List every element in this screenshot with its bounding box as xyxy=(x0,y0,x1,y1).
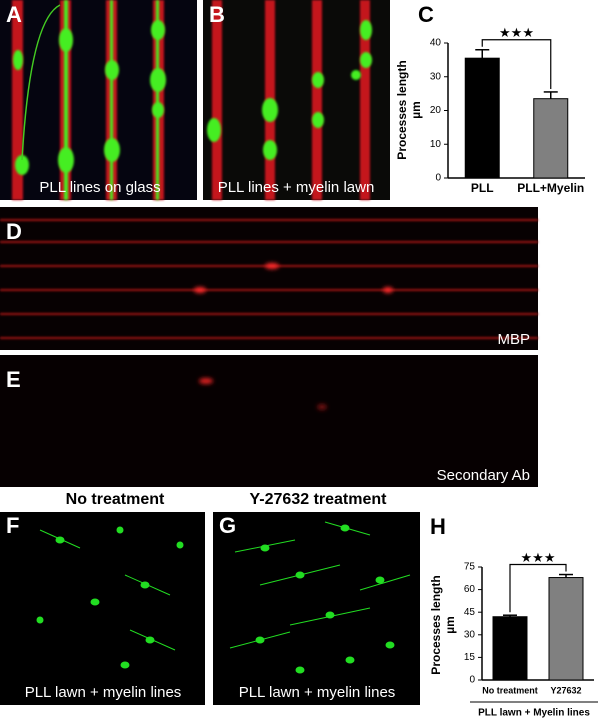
y-tick-label: 10 xyxy=(430,139,442,150)
panel-f: No treatment F PLL lawn + myelin lines xyxy=(0,491,205,705)
y-axis-label: Processes length xyxy=(429,575,443,674)
y-tick-label: 0 xyxy=(435,173,441,184)
panel-caption: PLL lines on glass xyxy=(39,179,160,196)
significance-bracket xyxy=(509,563,567,613)
panel-title: No treatment xyxy=(66,491,165,508)
panel-caption: PLL lawn + myelin lines xyxy=(239,684,396,701)
y-tick-label: 60 xyxy=(464,584,476,595)
bar xyxy=(464,57,500,179)
bar xyxy=(492,616,528,681)
y-tick-label: 0 xyxy=(469,675,475,686)
x-axis-label: PLL lawn + Myelin lines xyxy=(478,708,590,719)
panel-letter: D xyxy=(6,219,22,244)
y-tick-label: 45 xyxy=(464,607,476,618)
y-tick-label: 40 xyxy=(430,38,442,49)
panel-letter: F xyxy=(6,513,19,538)
panel-b: B PLL lines + myelin lawn xyxy=(203,0,390,200)
panel-caption: PLL lawn + myelin lines xyxy=(25,684,182,701)
y-axis-unit: µm xyxy=(409,101,423,119)
panel-g: Y-27632 treatment G PLL lawn + myelin li… xyxy=(213,491,420,705)
panel-a: A PLL lines on glass xyxy=(0,0,197,200)
panel-caption: MBP xyxy=(497,331,530,348)
significance-bracket xyxy=(481,39,552,89)
y-axis-unit: µm xyxy=(443,616,457,634)
panel-letter: A xyxy=(6,2,22,27)
chart-letter: C xyxy=(418,2,434,27)
panel-letter: B xyxy=(209,2,225,27)
panel-letter: G xyxy=(219,513,236,538)
panel-caption: Secondary Ab xyxy=(437,467,530,484)
panel-letter: E xyxy=(6,367,21,392)
x-tick-label: PLL xyxy=(471,181,494,195)
x-tick-label: No treatment xyxy=(482,685,538,695)
y-tick-label: 15 xyxy=(464,652,476,663)
significance: ★★★ xyxy=(499,25,534,40)
y-tick-label: 30 xyxy=(430,71,442,82)
panel-d: D MBP xyxy=(0,207,538,350)
bar xyxy=(548,577,584,681)
bar xyxy=(533,98,569,179)
chart-letter: H xyxy=(430,514,446,539)
panel-title: Y-27632 treatment xyxy=(250,491,388,508)
panel-caption: PLL lines + myelin lawn xyxy=(218,179,375,196)
panel-e: E Secondary Ab xyxy=(0,355,538,487)
y-tick-label: 75 xyxy=(464,562,476,573)
y-axis-label: Processes length xyxy=(395,60,409,159)
x-tick-label: PLL+Myelin xyxy=(517,181,584,195)
significance: ★★★ xyxy=(521,550,556,565)
x-tick-label: Y27632 xyxy=(550,685,581,695)
y-tick-label: 30 xyxy=(464,629,476,640)
y-tick-label: 20 xyxy=(430,105,442,116)
